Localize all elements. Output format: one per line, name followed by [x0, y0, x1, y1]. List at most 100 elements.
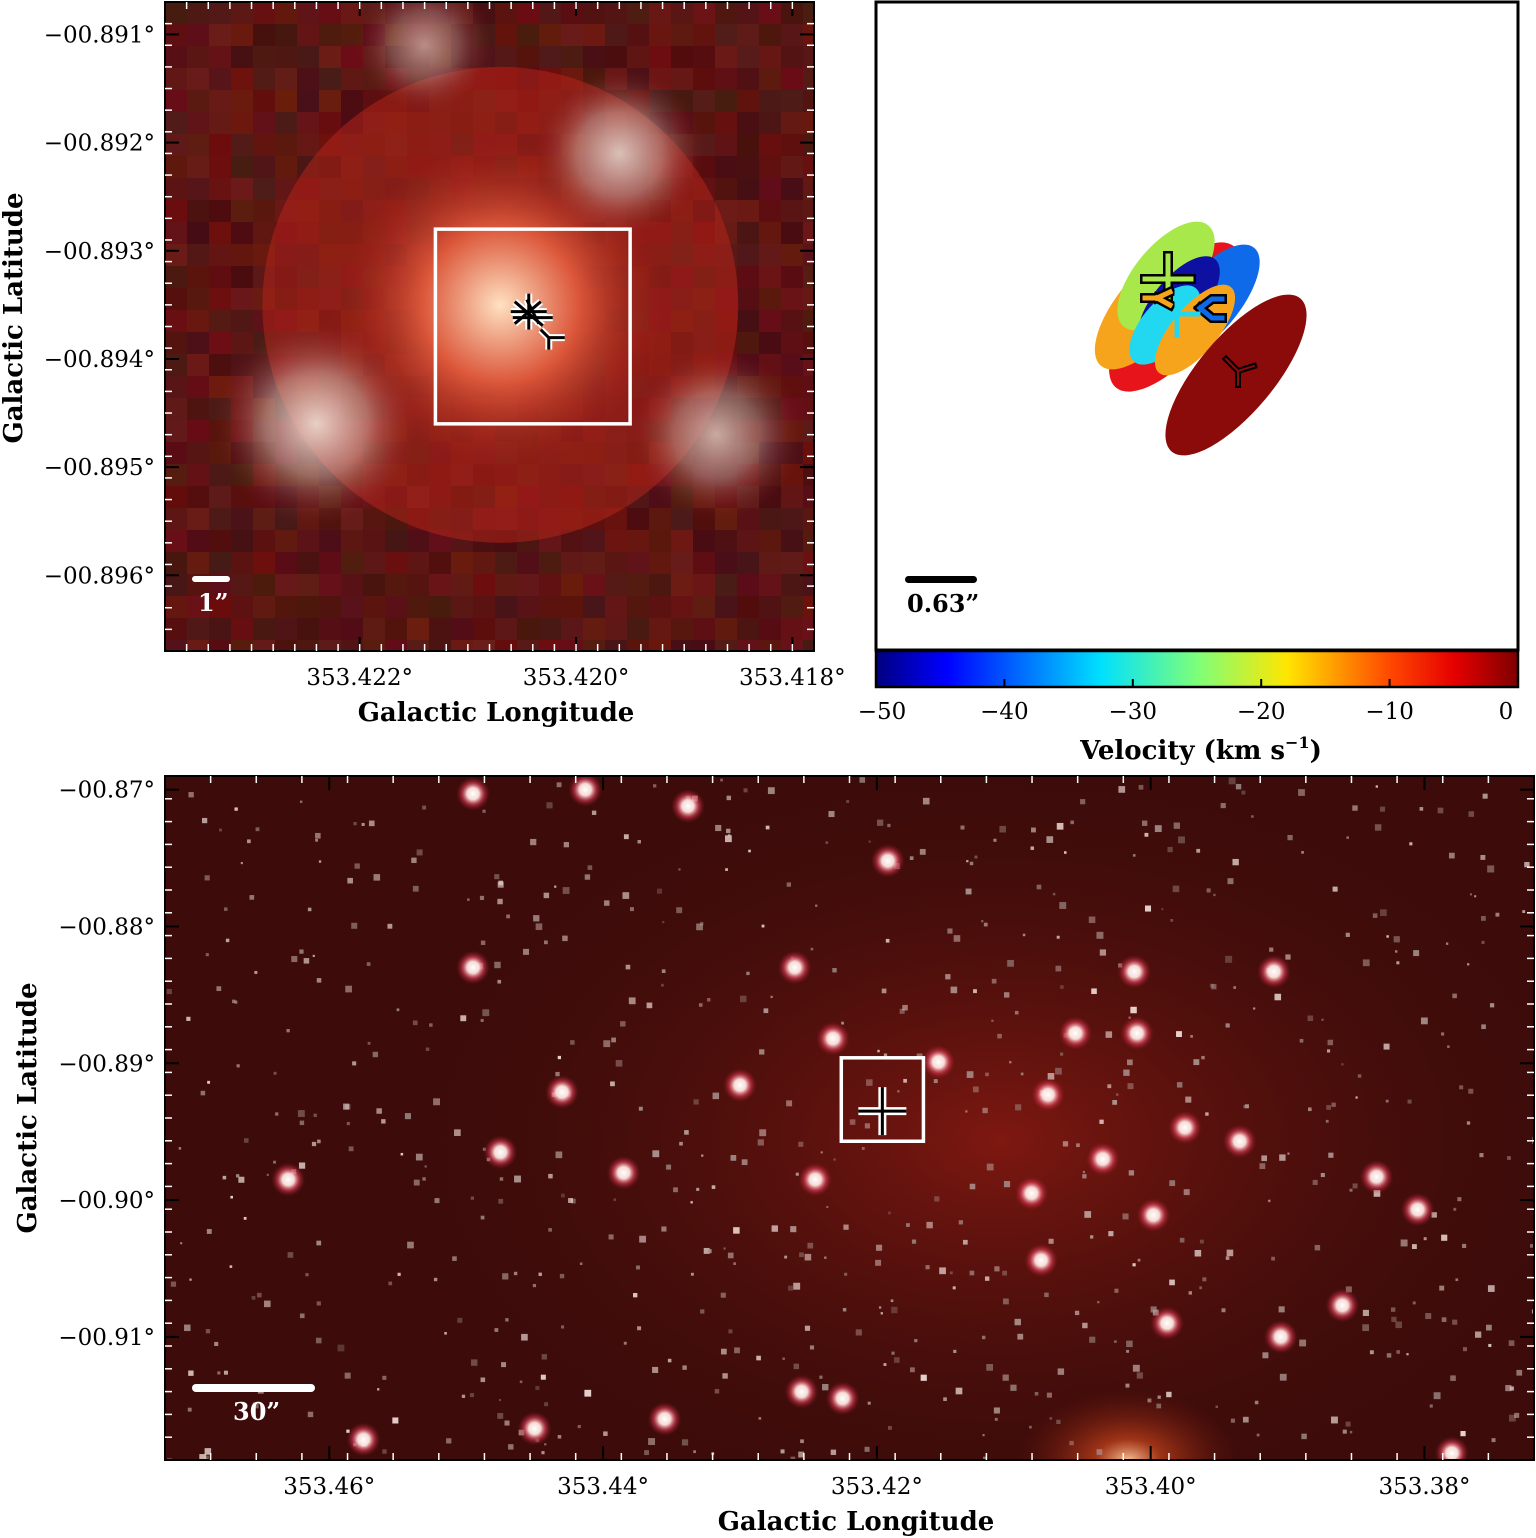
pixel — [429, 618, 451, 640]
faint-star — [1467, 963, 1470, 966]
faint-star — [1400, 1239, 1408, 1247]
faint-star — [556, 782, 562, 788]
faint-star — [603, 1431, 608, 1436]
faint-star — [1383, 1043, 1390, 1050]
pixel — [781, 596, 803, 618]
faint-star — [1314, 1244, 1321, 1251]
pixel — [165, 288, 187, 310]
colorbar-tick-label: −50 — [858, 699, 907, 725]
faint-star — [425, 1047, 430, 1051]
pixel — [803, 574, 814, 596]
faint-star — [1199, 1239, 1204, 1244]
faint-star — [498, 1398, 502, 1402]
faint-star — [1213, 893, 1216, 897]
faint-star — [962, 1239, 968, 1245]
pixel — [165, 618, 187, 640]
faint-star — [1345, 1286, 1352, 1293]
pixel — [759, 112, 781, 134]
faint-star — [859, 777, 866, 783]
faint-star — [1123, 1069, 1130, 1076]
faint-star — [1228, 777, 1236, 785]
faint-star — [1172, 885, 1180, 893]
faint-star — [1188, 1291, 1193, 1295]
pixel — [803, 2, 814, 24]
faint-star — [1349, 1430, 1353, 1434]
pixel — [319, 46, 341, 68]
pixel — [407, 596, 429, 618]
faint-star — [786, 882, 792, 887]
faint-star — [1211, 984, 1217, 990]
faint-star — [983, 922, 988, 927]
faint-star — [1082, 1322, 1088, 1329]
pixel — [253, 530, 275, 552]
colorbar-label: Velocity (km s−1) — [1079, 733, 1322, 766]
pixel — [209, 310, 231, 332]
faint-star — [1299, 1038, 1304, 1043]
pixel — [341, 552, 363, 574]
pixel — [649, 552, 671, 574]
faint-star — [377, 1388, 380, 1391]
faint-star — [504, 1420, 510, 1426]
faint-star — [1185, 1096, 1192, 1103]
faint-star — [786, 1100, 793, 1107]
faint-star — [470, 1196, 475, 1200]
faint-star — [252, 1402, 259, 1409]
faint-star — [925, 1265, 930, 1270]
faint-star — [1355, 1096, 1358, 1099]
faint-star — [376, 1108, 382, 1114]
faint-star — [273, 1071, 277, 1075]
pixel — [671, 640, 693, 651]
pixel — [605, 46, 627, 68]
pixel — [231, 508, 253, 530]
pixel — [561, 574, 583, 596]
pixel — [495, 596, 517, 618]
pixel — [231, 530, 253, 552]
faint-star — [887, 823, 891, 828]
pixel — [187, 486, 209, 508]
faint-star — [947, 928, 953, 934]
faint-star — [315, 838, 318, 842]
faint-star — [415, 1153, 423, 1161]
pixel — [583, 640, 605, 651]
pixel — [671, 618, 693, 640]
pixel — [605, 640, 627, 651]
faint-star — [782, 1357, 785, 1360]
faint-star — [1374, 824, 1382, 831]
pixel — [495, 618, 517, 640]
pixel — [803, 552, 814, 574]
pixel — [495, 574, 517, 596]
pixel — [737, 574, 759, 596]
pixel — [165, 134, 187, 156]
panel-a-source-marker — [510, 293, 565, 350]
faint-star — [1455, 1278, 1459, 1282]
faint-star — [460, 1015, 467, 1022]
bright-star — [1400, 1192, 1435, 1227]
ellipse-velocity-minus15-inner — [1154, 284, 1236, 376]
pixel — [209, 530, 231, 552]
pixel — [253, 112, 275, 134]
bright-source — [630, 348, 804, 522]
pixel — [781, 46, 803, 68]
faint-star — [1128, 1016, 1131, 1019]
pixel — [737, 530, 759, 552]
pixel — [187, 640, 209, 651]
faint-star — [1325, 1119, 1329, 1123]
faint-star — [311, 1141, 317, 1147]
pixel — [187, 46, 209, 68]
faint-star — [240, 861, 243, 865]
pixel — [165, 46, 187, 68]
pixel — [385, 596, 407, 618]
pixel — [187, 464, 209, 486]
y-tick-label: −00.88° — [58, 914, 155, 940]
faint-star — [400, 1152, 404, 1156]
pixel — [737, 2, 759, 24]
faint-star — [345, 985, 352, 993]
pixel — [803, 46, 814, 68]
pixel — [253, 222, 275, 244]
pixel — [693, 574, 715, 596]
pixel — [231, 288, 253, 310]
faint-star — [1271, 1256, 1275, 1261]
faint-star — [652, 1366, 659, 1373]
pixel — [231, 222, 253, 244]
faint-star — [187, 1407, 192, 1412]
